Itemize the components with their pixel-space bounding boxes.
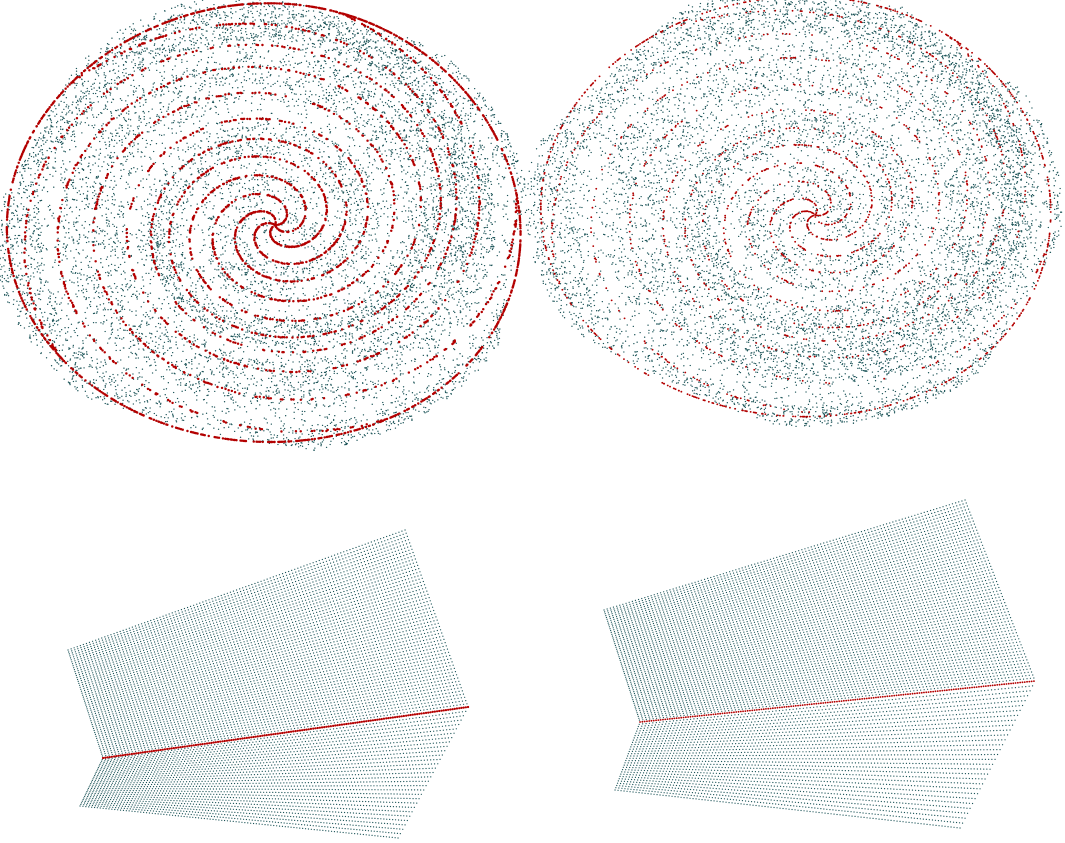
red-points [640, 681, 1034, 722]
rose-point-cloud [0, 0, 525, 450]
flat-point-grid [604, 500, 1034, 828]
rose-point-cloud [525, 0, 1061, 426]
teal-points [525, 0, 1061, 426]
figure [0, 0, 1065, 843]
red-points [103, 707, 468, 758]
flat-point-grid [68, 530, 468, 838]
teal-points [68, 530, 467, 838]
teal-points [604, 500, 1034, 828]
